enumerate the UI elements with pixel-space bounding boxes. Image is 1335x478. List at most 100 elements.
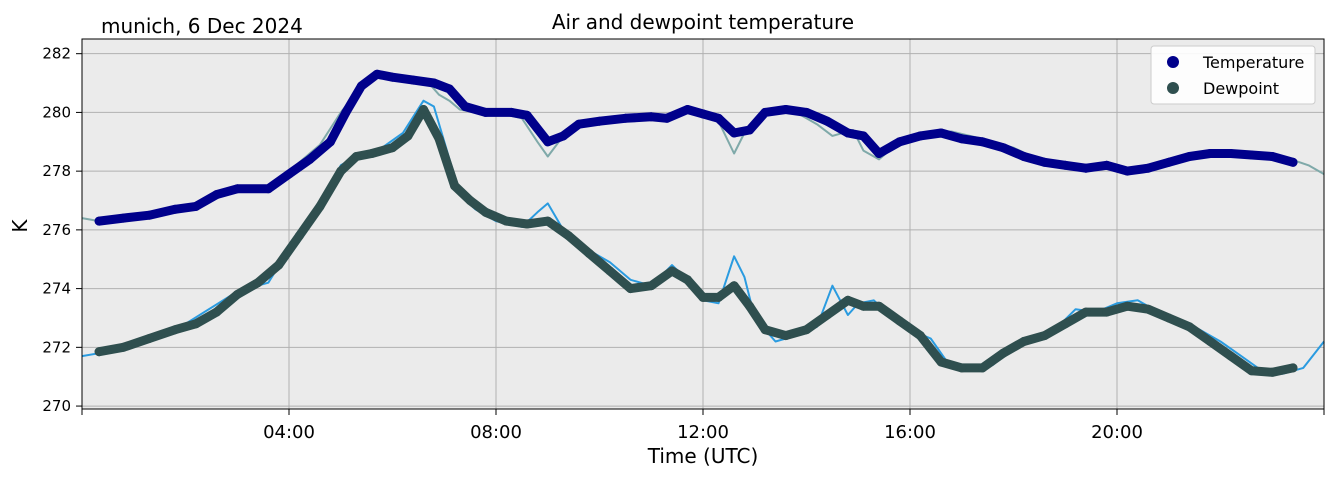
data-point-temperature	[444, 84, 454, 94]
data-point-temperature	[781, 105, 791, 114]
data-point-temperature	[170, 204, 180, 214]
data-point-dewpoint	[434, 134, 444, 144]
data-point-temperature	[356, 81, 366, 91]
y-axis-label: K	[8, 219, 32, 233]
data-point-dewpoint	[253, 278, 263, 288]
data-point-temperature	[1143, 163, 1153, 173]
data-point-dewpoint	[170, 325, 180, 335]
chart-title: Air and dewpoint temperature	[552, 10, 854, 34]
data-point-temperature	[874, 149, 884, 158]
data-point-temperature	[558, 131, 568, 141]
x-axis-label: Time (UTC)	[647, 444, 759, 468]
data-point-temperature	[341, 107, 351, 117]
data-point-dewpoint	[745, 301, 755, 311]
data-point-dewpoint	[1226, 351, 1236, 361]
data-point-dewpoint	[522, 219, 532, 229]
legend-marker-dewpoint	[1167, 82, 1179, 94]
data-point-temperature	[1060, 160, 1070, 170]
x-tick-label: 08:00	[470, 422, 522, 443]
x-tick-label: 04:00	[263, 422, 315, 443]
data-point-temperature	[1019, 152, 1029, 161]
data-point-dewpoint	[1205, 337, 1215, 346]
y-tick-label: 278	[42, 162, 71, 180]
data-point-temperature	[507, 107, 516, 117]
data-point-temperature	[595, 116, 604, 126]
y-tick-label: 270	[42, 397, 71, 415]
data-point-dewpoint	[543, 216, 553, 226]
data-point-dewpoint	[212, 307, 222, 317]
x-tick-label: 20:00	[1091, 422, 1143, 443]
data-point-temperature	[1081, 163, 1091, 173]
data-point-temperature	[325, 137, 335, 147]
data-point-dewpoint	[315, 201, 325, 211]
data-point-temperature	[646, 112, 656, 122]
y-tick-label: 282	[42, 45, 71, 63]
data-point-dewpoint	[646, 281, 656, 291]
data-point-dewpoint	[1122, 301, 1132, 311]
data-point-temperature	[977, 137, 987, 147]
data-point-dewpoint	[1267, 367, 1277, 377]
data-point-temperature	[936, 128, 946, 138]
data-point-temperature	[683, 105, 692, 114]
data-point-dewpoint	[294, 231, 304, 241]
smoothed-series-group	[94, 69, 1298, 377]
data-point-temperature	[714, 113, 723, 123]
data-point-dewpoint	[1247, 366, 1257, 376]
data-point-temperature	[522, 110, 532, 120]
data-point-temperature	[662, 113, 672, 123]
data-point-temperature	[620, 113, 630, 123]
data-point-temperature	[284, 169, 294, 179]
x-axis-ticks: 04:00 08:00 12:00 16:00 20:00	[81, 409, 1325, 443]
data-point-dewpoint	[584, 248, 594, 258]
data-point-temperature	[1164, 157, 1174, 167]
data-point-temperature	[1247, 150, 1257, 160]
data-point-dewpoint	[729, 281, 739, 291]
data-point-dewpoint	[1184, 322, 1194, 332]
data-point-dewpoint	[1143, 304, 1153, 314]
data-point-dewpoint	[802, 325, 811, 335]
data-point-temperature	[822, 116, 832, 126]
data-point-dewpoint	[858, 301, 868, 311]
data-point-temperature	[1205, 149, 1215, 158]
data-point-temperature	[263, 184, 273, 194]
data-point-temperature	[745, 125, 755, 135]
data-point-temperature	[305, 154, 315, 164]
data-point-temperature	[388, 72, 397, 82]
data-point-temperature	[895, 137, 905, 147]
data-point-dewpoint	[1060, 319, 1070, 329]
data-point-dewpoint	[450, 181, 460, 191]
data-point-dewpoint	[232, 290, 242, 299]
data-point-temperature	[543, 137, 553, 147]
data-point-dewpoint	[714, 292, 723, 302]
data-point-temperature	[843, 128, 853, 138]
data-point-dewpoint	[895, 316, 905, 326]
data-point-dewpoint	[419, 105, 428, 114]
data-point-temperature	[858, 131, 868, 141]
y-tick-label: 272	[42, 338, 71, 356]
data-point-temperature	[232, 184, 242, 194]
data-point-temperature	[460, 102, 470, 111]
data-point-dewpoint	[144, 334, 154, 343]
x-tick-label: 12:00	[677, 422, 729, 443]
data-point-temperature	[998, 143, 1008, 153]
data-point-dewpoint	[760, 325, 770, 335]
data-point-temperature	[144, 210, 154, 220]
data-point-dewpoint	[915, 331, 925, 341]
data-point-dewpoint	[1081, 307, 1091, 317]
data-point-dewpoint	[998, 348, 1008, 358]
data-point-dewpoint	[977, 363, 987, 373]
data-point-dewpoint	[667, 266, 677, 276]
data-point-dewpoint	[781, 331, 791, 341]
data-point-temperature	[1226, 149, 1236, 158]
data-point-dewpoint	[191, 319, 201, 329]
data-point-dewpoint	[403, 131, 413, 141]
y-axis-ticks: 270 272 274 276 278 280 282	[42, 45, 82, 415]
data-point-dewpoint	[388, 143, 397, 153]
data-point-temperature	[481, 107, 491, 117]
data-point-dewpoint	[1019, 337, 1029, 346]
data-point-temperature	[212, 190, 222, 200]
data-point-dewpoint	[564, 231, 573, 241]
data-point-dewpoint	[1040, 331, 1050, 341]
data-point-temperature	[698, 109, 708, 119]
